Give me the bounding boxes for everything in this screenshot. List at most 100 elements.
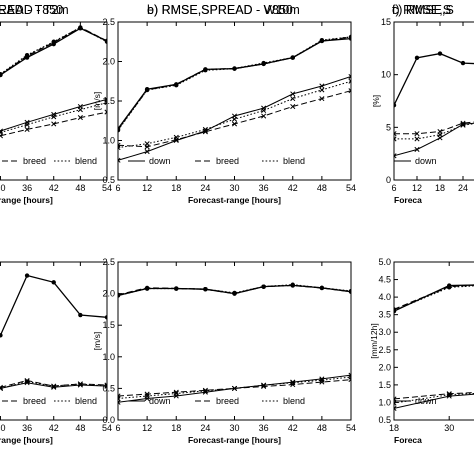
- series-line-rmse-dotted: [0, 26, 107, 75]
- x-tick-label: 30: [0, 423, 5, 433]
- x-axis-label: range [hours]: [0, 195, 53, 205]
- data-point: [144, 393, 150, 399]
- data-point: [0, 130, 3, 136]
- data-point: [174, 83, 179, 88]
- y-axis-label: [m/s]: [92, 332, 102, 350]
- data-point: [437, 51, 443, 56]
- x-tick-label: 18: [171, 423, 181, 433]
- data-point: [104, 383, 107, 389]
- data-point: [51, 114, 57, 120]
- chart-panel-4: READ - T2m 30 36 42 48 54 range [hours] breed bl…: [0, 3, 112, 445]
- y-tick-label: 1.0: [378, 397, 391, 407]
- data-point: [348, 78, 351, 84]
- data-point: [118, 293, 121, 298]
- x-tick-label: 6: [391, 183, 396, 193]
- data-point: [290, 282, 295, 287]
- legend-entry: blend: [75, 396, 97, 406]
- x-tick-label: 30: [0, 183, 5, 193]
- chart-title: READ - T2m: [0, 3, 69, 17]
- series-line-spread-dotted: [394, 392, 474, 404]
- plot-frame: [0, 21, 108, 181]
- y-tick-label: 0.0: [102, 415, 115, 425]
- data-point: [319, 285, 325, 291]
- legend-entry: breed: [216, 396, 239, 406]
- x-tick-label: 54: [102, 423, 112, 433]
- legend-entry: breed: [23, 396, 46, 406]
- data-point: [203, 286, 208, 292]
- y-tick-label: 2.0: [102, 57, 115, 67]
- data-point: [51, 39, 56, 44]
- series-line-spread-dotted: [0, 102, 107, 134]
- series-group: [118, 34, 351, 163]
- series-line-rmse-solid: [394, 284, 474, 312]
- plot-frame: [393, 261, 474, 421]
- data-point: [144, 391, 150, 397]
- data-point: [414, 146, 420, 153]
- series-line-spread-dashed: [118, 379, 351, 397]
- data-point: [394, 131, 397, 137]
- data-point: [290, 380, 296, 386]
- data-point: [290, 103, 296, 110]
- x-tick-label: 42: [288, 423, 298, 433]
- data-point: [77, 115, 83, 121]
- data-point: [24, 122, 30, 128]
- data-point: [77, 381, 83, 387]
- data-point: [203, 67, 208, 73]
- data-point: [394, 396, 397, 402]
- x-tick-label: 36: [22, 423, 32, 433]
- y-tick-label: 0: [386, 175, 391, 185]
- y-tick-label: 0.5: [102, 383, 115, 393]
- data-point: [319, 96, 325, 102]
- x-tick-label: 48: [75, 183, 85, 193]
- y-tick-label: 2.0: [102, 289, 115, 299]
- chart-title: c) RMSE,S: [392, 3, 454, 17]
- y-tick-label: 2.0: [378, 362, 391, 372]
- data-point: [348, 73, 351, 80]
- data-point: [0, 384, 3, 390]
- data-point: [290, 91, 296, 97]
- data-point: [348, 374, 351, 380]
- y-tick-label: 0.5: [102, 175, 115, 185]
- x-tick-label: 6: [115, 423, 120, 433]
- data-point: [319, 377, 325, 383]
- y-tick-label: 1.5: [102, 96, 115, 106]
- data-point: [104, 100, 107, 106]
- x-tick-label: 54: [102, 183, 112, 193]
- series-line-rmse-dashed: [0, 26, 107, 76]
- x-tick-label: 48: [75, 423, 85, 433]
- data-point: [0, 333, 3, 338]
- series-group: [394, 51, 474, 159]
- data-point: [118, 145, 121, 151]
- data-point: [261, 60, 266, 66]
- data-point: [173, 134, 179, 140]
- x-axis-label: Forecast-range [hours]: [188, 195, 281, 205]
- chart-panel-3: c) RMSE,S 6 12 18 24 0 5 10 15 Foreca [%] down: [371, 3, 474, 205]
- data-point: [446, 392, 452, 398]
- data-point: [394, 400, 397, 406]
- data-point: [460, 60, 466, 66]
- series-line-spread-dotted: [118, 80, 351, 149]
- data-point: [437, 132, 443, 138]
- data-point: [348, 34, 351, 40]
- series-line-rmse-solid: [118, 37, 351, 130]
- chart-panel-1: EAD - T850 30 36 42 48 54 range [hours] breed bl…: [0, 3, 112, 205]
- y-tick-label: 5: [386, 122, 391, 132]
- chart-title: e) RMSE,SPREAD - W10m: [147, 3, 300, 17]
- data-point: [414, 55, 420, 61]
- x-tick-label: 24: [200, 423, 210, 433]
- data-point: [460, 122, 466, 128]
- x-tick-label: 6: [115, 183, 120, 193]
- data-point: [24, 126, 30, 132]
- x-tick-label: 54: [346, 183, 356, 193]
- data-point: [290, 96, 296, 102]
- legend-entry: down: [415, 396, 437, 406]
- y-axis-label: [m/s]: [92, 92, 102, 110]
- y-tick-label: 1.0: [102, 136, 115, 146]
- x-tick-label: 24: [458, 183, 468, 193]
- legend-entry: down: [415, 156, 437, 166]
- y-axis-label: [mm/12h]: [369, 323, 379, 358]
- x-tick-label: 36: [22, 183, 32, 193]
